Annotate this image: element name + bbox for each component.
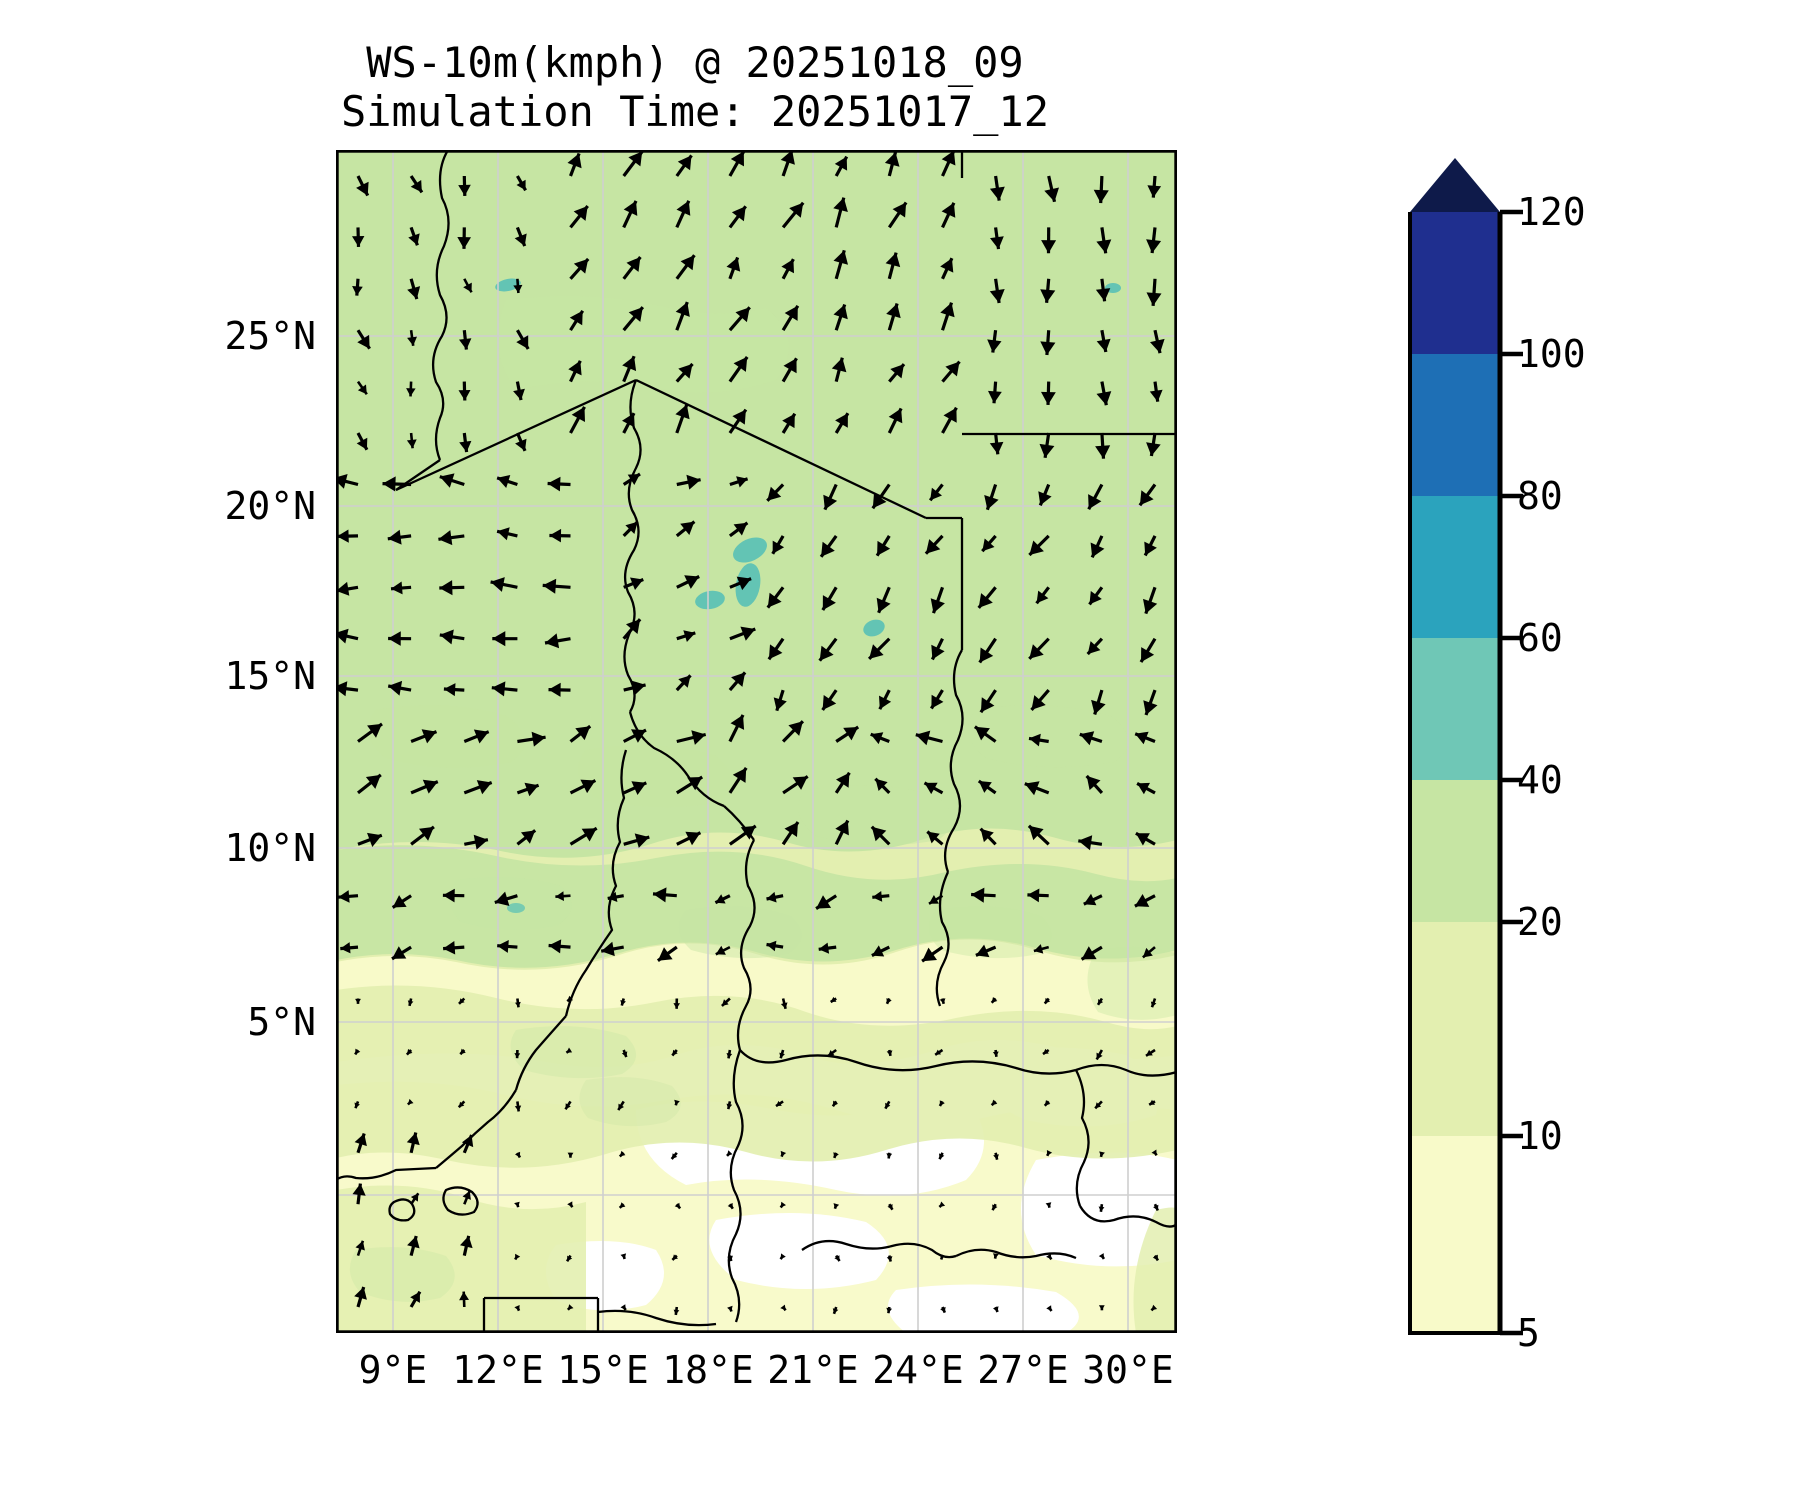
colorbar-tick-label-10: 10 — [1517, 1114, 1563, 1158]
graticule — [336, 150, 1177, 1333]
xtick-label-24e: 24°E — [872, 1348, 964, 1392]
colorbar-band-20-40 — [1410, 780, 1500, 922]
ytick-label-20n: 20°N — [224, 484, 316, 528]
title-line-simulation-time: Simulation Time: 20251017_12 — [340, 87, 1049, 137]
colorbar-band-100-120 — [1410, 212, 1500, 354]
xtick-label-12e: 12°E — [452, 1348, 544, 1392]
colorbar-band-40-60 — [1410, 638, 1500, 780]
colorbar-ticks — [1500, 209, 1523, 1336]
map-content — [336, 150, 1177, 1333]
colorbar[interactable]: 120 100 80 60 40 20 10 5 — [1405, 150, 1735, 1355]
xtick-label-9e: 9°E — [358, 1348, 428, 1392]
xtick-label-21e: 21°E — [767, 1348, 859, 1392]
xtick-label-27e: 27°E — [977, 1348, 1069, 1392]
xtick-label-15e: 15°E — [557, 1348, 649, 1392]
colorbar-tick-label-100: 100 — [1517, 332, 1586, 376]
ytick-label-5n: 5°N — [247, 1000, 316, 1044]
colorbar-band-5-10 — [1410, 1136, 1500, 1333]
map-panel[interactable] — [336, 150, 1177, 1333]
ytick-label-15n: 15°N — [224, 654, 316, 698]
colorbar-svg[interactable] — [1405, 150, 1735, 1340]
colorbar-band-80-100 — [1410, 354, 1500, 496]
ytick-label-25n: 25°N — [224, 314, 316, 358]
title-line-variable: WS-10m(kmph) @ 20251018_09 — [366, 38, 1024, 87]
xtick-label-30e: 30°E — [1082, 1348, 1174, 1392]
ytick-label-10n: 10°N — [224, 826, 316, 870]
colorbar-tick-label-120: 120 — [1517, 190, 1586, 234]
colorbar-tick-label-60: 60 — [1517, 616, 1563, 660]
colorbar-extend-arrow-max — [1410, 158, 1500, 212]
colorbar-tick-label-20: 20 — [1517, 900, 1563, 944]
colorbar-band-60-80 — [1410, 496, 1500, 638]
xtick-label-18e: 18°E — [662, 1348, 754, 1392]
map-frame — [336, 150, 1177, 1333]
colorbar-tick-label-80: 80 — [1517, 474, 1563, 518]
colorbar-tick-label-5: 5 — [1517, 1311, 1540, 1355]
colorbar-band-10-20 — [1410, 922, 1500, 1136]
figure-title: WS-10m(kmph) @ 20251018_09 Simulation Ti… — [0, 38, 1390, 136]
map-svg[interactable] — [336, 150, 1177, 1333]
colorbar-tick-label-40: 40 — [1517, 758, 1563, 802]
wind-vectors-10m — [336, 150, 1165, 1316]
